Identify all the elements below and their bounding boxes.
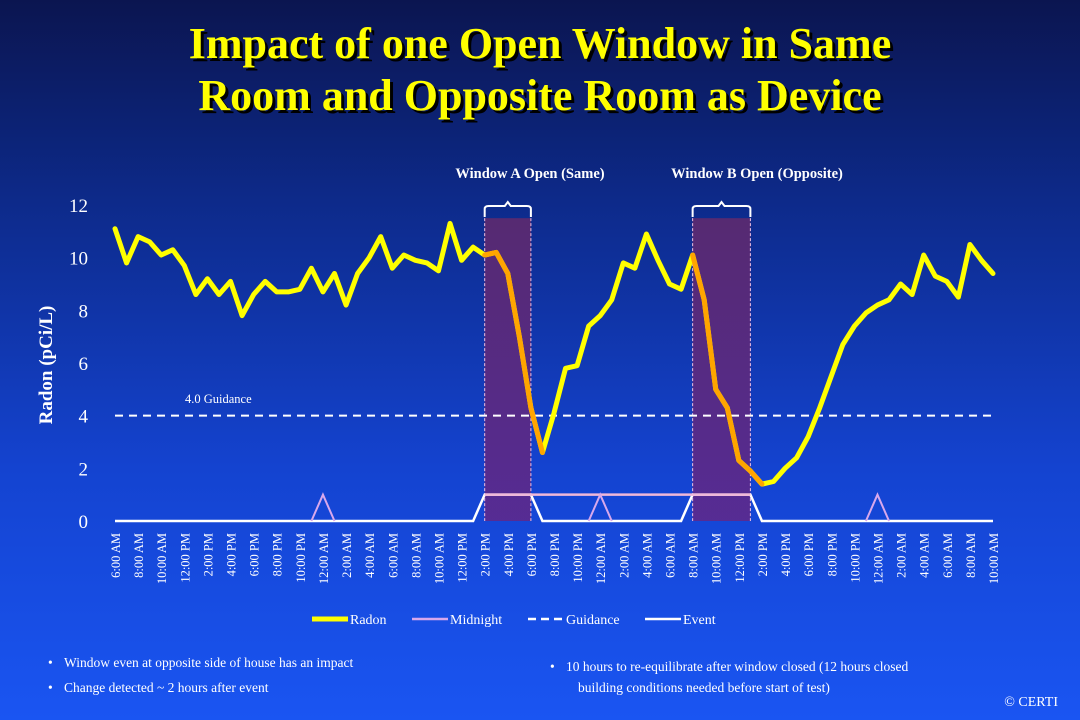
x-tick-label: 8:00 PM (548, 533, 562, 576)
x-tick-label: 10:00 AM (710, 533, 724, 584)
x-tick-label: 12:00 AM (594, 533, 608, 584)
radon-series-line (112, 220, 996, 487)
x-tick-label: 6:00 PM (802, 533, 816, 576)
y-tick-label: 8 (79, 301, 89, 322)
x-tick-label: 2:00 PM (479, 533, 493, 576)
legend-label-radon: Radon (350, 613, 387, 628)
slide-title: Impact of one Open Window in Same Room a… (0, 18, 1080, 122)
copyright: © CERTI (1004, 695, 1058, 710)
y-tick-label: 4 (79, 407, 89, 428)
y-tick-label: 12 (69, 196, 88, 217)
x-tick-label: 12:00 PM (178, 533, 192, 583)
midnight-peak-3 (865, 492, 890, 522)
x-tick-label: 4:00 AM (918, 533, 932, 578)
note-right-1: • 10 hours to re-equilibrate after window… (550, 659, 909, 674)
event-bracket-2 (691, 200, 752, 217)
legend-label-guidance: Guidance (566, 613, 620, 628)
x-tick-label: 6:00 AM (109, 533, 123, 578)
x-tick-label: 8:00 AM (964, 533, 978, 578)
note-left-2: • Change detected ~ 2 hours after event (48, 680, 269, 695)
x-tick-label: 10:00 PM (294, 533, 308, 583)
x-tick-label: 10:00 PM (571, 533, 585, 583)
note-right-2: building conditions needed before start … (578, 680, 830, 695)
x-tick-label: 10:00 AM (987, 533, 1001, 584)
y-tick-label: 2 (79, 459, 89, 480)
x-tick-label: 8:00 AM (687, 533, 701, 578)
radon-event-highlight-2 (690, 252, 765, 487)
guidance-label: 4.0 Guidance (185, 392, 252, 406)
x-tick-label: 4:00 AM (363, 533, 377, 578)
x-tick-label: 8:00 AM (409, 533, 423, 578)
x-tick-label: 2:00 PM (201, 533, 215, 576)
x-tick-label: 12:00 PM (733, 533, 747, 583)
legend-label-event: Event (683, 613, 716, 628)
x-tick-label: 4:00 PM (779, 533, 793, 576)
event-annotation-2: Window B Open (Opposite) (671, 166, 843, 182)
x-tick-label: 4:00 AM (640, 533, 654, 578)
y-tick-label: 10 (69, 249, 88, 270)
x-tick-label: 2:00 AM (895, 533, 909, 578)
x-tick-label: 10:00 AM (432, 533, 446, 584)
x-tick-label: 6:00 PM (248, 533, 262, 576)
x-tick-label: 2:00 AM (617, 533, 631, 578)
title-line-2: Room and Opposite Room as Device (198, 71, 882, 120)
note-left-1: • Window even at opposite side of house h… (48, 655, 354, 670)
title-line-1: Impact of one Open Window in Same (188, 19, 892, 68)
x-tick-label: 8:00 AM (132, 533, 146, 578)
y-tick-label: 0 (79, 512, 89, 533)
x-tick-label: 4:00 PM (225, 533, 239, 576)
x-tick-label: 4:00 PM (502, 533, 516, 576)
y-axis-label: Radon (pCi/L) (36, 306, 57, 425)
x-tick-label: 12:00 PM (456, 533, 470, 583)
x-tick-label: 10:00 AM (155, 533, 169, 584)
x-tick-label: 6:00 AM (664, 533, 678, 578)
x-tick-label: 8:00 PM (825, 533, 839, 576)
legend-label-midnight: Midnight (450, 613, 502, 628)
y-tick-label: 6 (79, 354, 89, 375)
x-tick-label: 10:00 PM (848, 533, 862, 583)
event-annotation-1: Window A Open (Same) (455, 166, 604, 182)
midnight-peak-1 (310, 492, 336, 522)
midnight-peak-2 (587, 492, 613, 522)
event-band-2 (692, 218, 751, 521)
x-tick-label: 6:00 AM (386, 533, 400, 578)
x-tick-label: 2:00 AM (340, 533, 354, 578)
event-series-line (115, 493, 993, 523)
event-bracket-1 (483, 200, 532, 217)
x-tick-label: 8:00 PM (271, 533, 285, 576)
x-tick-label: 6:00 PM (525, 533, 539, 576)
x-tick-label: 12:00 AM (871, 533, 885, 584)
x-tick-label: 12:00 AM (317, 533, 331, 584)
x-tick-label: 2:00 PM (756, 533, 770, 576)
radon-event-highlight-1 (482, 249, 545, 456)
x-tick-label: 6:00 AM (941, 533, 955, 578)
